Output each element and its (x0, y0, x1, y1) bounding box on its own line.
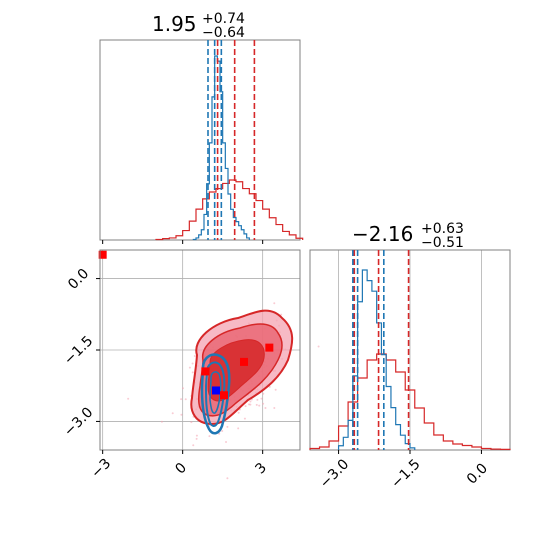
right-x-tick-label-1: −3.0 (317, 456, 352, 491)
joint-sample-point (195, 437, 198, 440)
joint-sample-point (262, 392, 265, 395)
top-hist-red (155, 179, 304, 241)
blue-contour-inner (209, 371, 222, 414)
right-hist-red (309, 353, 511, 450)
joint-sample-point (193, 355, 196, 358)
joint-x-tick-label-3: 3 (252, 460, 270, 478)
right-x-tick-label-3: 0.0 (464, 460, 491, 487)
joint-marker-red-5 (220, 391, 228, 400)
joint-marker-red-4 (265, 343, 274, 352)
joint-sample-point (190, 421, 193, 424)
top-hist-blue (192, 55, 250, 241)
joint-sample-point (255, 403, 258, 406)
marginal-right-title-sub: −0.51 (421, 235, 464, 251)
joint-sample-point (218, 432, 221, 435)
blue-contour-mid (204, 361, 226, 427)
marginal-right-panel: −3.0 −1.5 0.0 −2.16 +0.63 −0.51 (309, 221, 511, 492)
joint-sample-point (221, 429, 224, 432)
joint-sample-point (180, 398, 183, 401)
joint-sample-point (188, 366, 191, 369)
joint-marker-red-2 (201, 367, 210, 376)
marginal-top-title-sup: +0.74 (202, 11, 245, 27)
blue-contours (200, 353, 231, 435)
joint-sample-point (191, 371, 194, 374)
joint-sample-point (274, 388, 277, 391)
joint-sample-point (226, 425, 229, 428)
joint-sample-point (181, 387, 184, 390)
joint-sample-point (195, 434, 198, 437)
joint-sample-point (317, 345, 320, 348)
marginal-top-title-main: 1.95 (152, 12, 197, 36)
joint-x-tick-label-2: 0 (172, 460, 190, 478)
joint-sample-point (258, 404, 261, 407)
joint-sample-point (184, 398, 187, 401)
joint-y-tick-label-2: −1.5 (61, 333, 96, 368)
joint-sample-point (260, 397, 263, 400)
marginal-top-title-sub: −0.64 (202, 25, 245, 41)
joint-sample-point (225, 441, 228, 444)
marginal-top-frame (99, 39, 301, 241)
joint-sample-point (273, 406, 276, 409)
joint-sample-point (244, 405, 247, 408)
joint-marker-red-1 (98, 250, 107, 259)
joint-sample-point (264, 407, 267, 410)
marginal-top-panel: 1.95 +0.74 −0.64 (99, 11, 304, 244)
right-x-tick-label-2: −1.5 (388, 456, 423, 491)
joint-y-tick-label-3: −3.0 (61, 404, 96, 439)
joint-sample-point (226, 477, 229, 480)
joint-marker-red-3 (240, 357, 248, 366)
joint-sample-point (180, 413, 183, 416)
joint-panel: −3 0 3 0.0 −1.5 −3.0 (61, 249, 320, 482)
joint-sample-point (171, 412, 174, 415)
joint-sample-point (208, 435, 211, 438)
joint-sample-point (243, 417, 246, 420)
joint-marker-blue-6 (212, 386, 220, 395)
joint-sample-point (262, 402, 265, 405)
joint-y-tick-label-1: 0.0 (65, 266, 92, 293)
joint-sample-point (208, 424, 211, 427)
joint-sample-point (249, 400, 252, 403)
joint-sample-point (191, 362, 194, 365)
joint-sample-point (273, 302, 276, 305)
joint-sample-point (249, 403, 252, 406)
joint-sample-point (256, 398, 259, 401)
joint-sample-point (280, 313, 283, 316)
joint-sample-point (237, 411, 240, 414)
blue-contour-outer (200, 353, 231, 435)
joint-x-tick-label-1: −3 (88, 456, 114, 482)
joint-sample-point (127, 397, 130, 400)
marginal-right-title-main: −2.16 (352, 222, 413, 246)
right-hist-blue (337, 269, 416, 450)
joint-sample-point (237, 427, 240, 430)
marginal-right-title-sup: +0.63 (421, 221, 464, 237)
joint-sample-point (268, 385, 271, 388)
joint-sample-point (192, 444, 195, 447)
joint-sample-point (160, 420, 163, 423)
